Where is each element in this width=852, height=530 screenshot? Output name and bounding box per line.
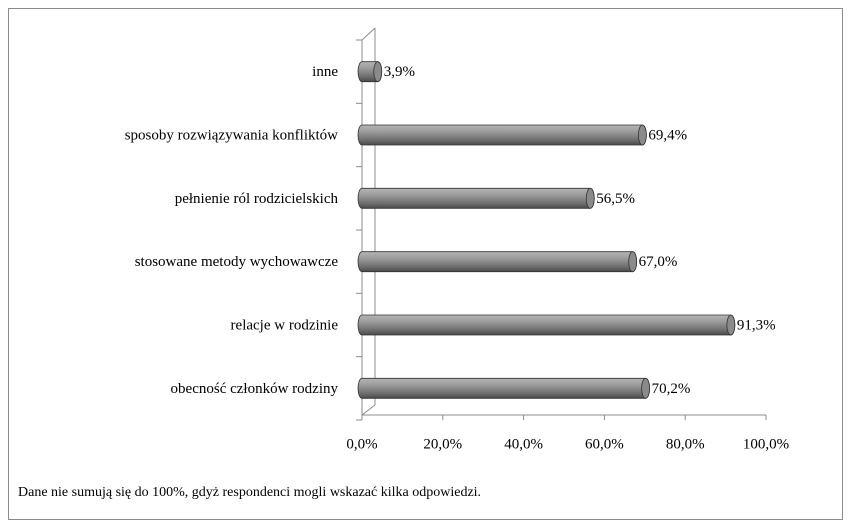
bar-cap xyxy=(637,124,647,146)
bar xyxy=(357,187,595,209)
bar-cap xyxy=(585,187,595,209)
wall-edge xyxy=(361,27,376,41)
bar xyxy=(357,377,651,399)
value-label: 69,4% xyxy=(648,127,687,143)
value-label: 70,2% xyxy=(652,381,691,397)
bar-cap xyxy=(726,314,736,336)
x-tick-label: 40,0% xyxy=(504,436,543,452)
value-label: 56,5% xyxy=(596,191,635,207)
bar xyxy=(357,124,647,146)
bar xyxy=(357,314,736,336)
wall-edge xyxy=(361,404,376,416)
bar-cap xyxy=(628,251,638,273)
bar-cap xyxy=(373,61,383,83)
bar xyxy=(357,251,638,273)
y-tick-label: inne xyxy=(312,64,338,80)
x-tick-label: 0,0% xyxy=(346,436,377,452)
x-tick-label: 80,0% xyxy=(666,436,705,452)
y-tick-label: sposoby rozwiązywania konfliktów xyxy=(125,127,338,143)
note: Dane nie sumują się do 100%, gdyż respon… xyxy=(18,485,481,500)
y-tick-label: pełnienie ról rodzicielskich xyxy=(175,191,339,207)
y-tick-label: obecność członków rodziny xyxy=(171,381,339,397)
y-tick-label: stosowane metody wychowawcze xyxy=(135,254,339,270)
value-label: 91,3% xyxy=(737,317,776,333)
x-tick-label: 100,0% xyxy=(743,436,789,452)
value-label: 67,0% xyxy=(639,254,678,270)
value-label: 3,9% xyxy=(384,64,415,80)
y-tick-label: relacje w rodzinie xyxy=(231,317,339,333)
x-tick-label: 60,0% xyxy=(585,436,624,452)
x-tick-label: 20,0% xyxy=(423,436,462,452)
bar-cap xyxy=(641,377,651,399)
